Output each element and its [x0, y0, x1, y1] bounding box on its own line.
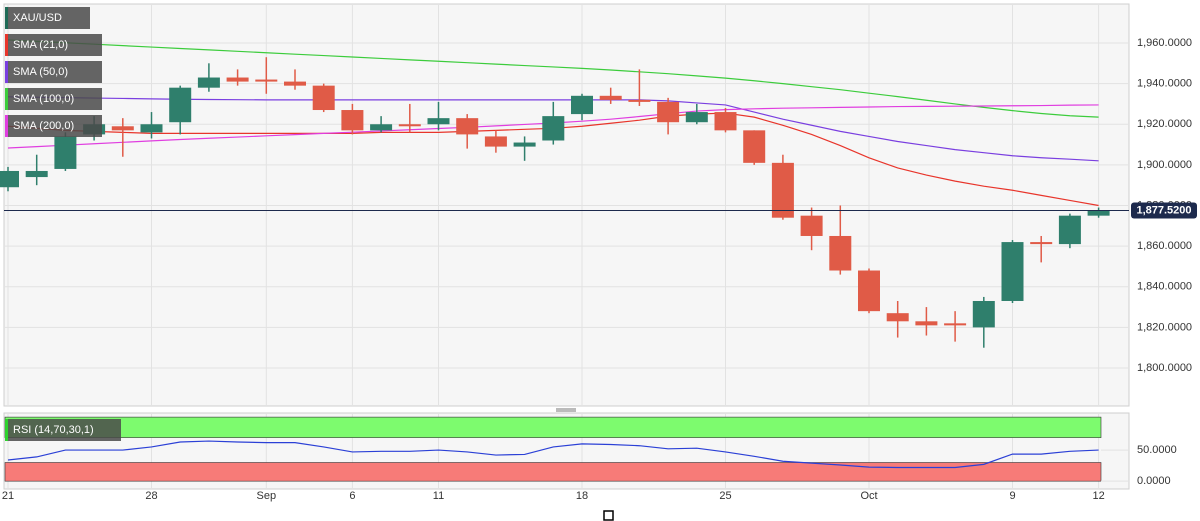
- candle-body: [456, 118, 479, 135]
- candle-body: [944, 323, 967, 326]
- candle-body: [599, 95, 622, 100]
- y-tick-label: 50.0000: [1137, 444, 1177, 456]
- candle-body: [1087, 210, 1110, 216]
- legend-box[interactable]: [5, 7, 90, 29]
- candle-body: [858, 270, 880, 312]
- x-tick-label: 9: [1009, 490, 1015, 502]
- candle-body: [571, 95, 593, 115]
- candle-body: [427, 118, 450, 125]
- series-line: [7, 39, 1099, 118]
- legend-label: SMA (21,0): [13, 39, 68, 51]
- rsi-band: [4, 416, 1102, 438]
- x-tick-label: 25: [719, 490, 731, 502]
- legend-swatch: [5, 419, 8, 441]
- legend-swatch: [5, 7, 8, 29]
- plot: [0, 39, 1129, 469]
- candle-body: [25, 170, 48, 178]
- grid: [4, 5, 1129, 488]
- candle-body: [513, 142, 536, 147]
- legend-box[interactable]: [5, 61, 102, 83]
- y-tick-label: 1,840.0000: [1137, 281, 1192, 293]
- candle-body: [972, 300, 995, 328]
- legend-swatch: [5, 34, 8, 56]
- candle-body: [771, 162, 794, 218]
- y-tick-label: 1,900.0000: [1137, 159, 1192, 171]
- rsi-band: [4, 462, 1102, 482]
- x-tick-label: 6: [349, 490, 355, 502]
- candle-body: [341, 110, 364, 131]
- candle-body: [398, 124, 421, 127]
- candle-body: [284, 81, 306, 86]
- legend-label: RSI (14,70,30,1): [13, 424, 94, 436]
- overlay: 21 28 Sep 6 11 18 25 Oct 9 12 1,800.0000 1,820.0000…: [2, 7, 1197, 502]
- candle-body: [829, 235, 852, 271]
- candle-body: [169, 87, 192, 123]
- candle-body: [714, 112, 737, 131]
- legend-box: [5, 419, 121, 441]
- legend-label: XAU/USD: [13, 12, 62, 24]
- candle-body: [800, 215, 823, 236]
- candle-body: [915, 321, 938, 326]
- candle-body: [657, 101, 680, 123]
- y-tick-label: 0.0000: [1137, 475, 1171, 487]
- legend-swatch: [5, 115, 8, 137]
- candle-body: [370, 124, 393, 131]
- legend-label: SMA (50,0): [13, 66, 68, 78]
- candle-body: [1001, 242, 1024, 301]
- candle-body: [0, 170, 19, 188]
- series-line: [7, 440, 1099, 469]
- candle-body: [628, 99, 651, 102]
- last-price-box: [1131, 202, 1197, 219]
- x-tick-label: Sep: [257, 490, 277, 502]
- y-tick-label: 1,940.0000: [1137, 78, 1192, 90]
- legend-box[interactable]: [5, 88, 102, 110]
- y-tick-label: 1,960.0000: [1137, 37, 1192, 49]
- legend-box[interactable]: [5, 34, 102, 56]
- legend-box[interactable]: [5, 115, 102, 137]
- candle-body: [1030, 242, 1053, 245]
- y-tick-label: 1,820.0000: [1137, 321, 1192, 333]
- y-tick-label: 1,920.0000: [1137, 118, 1192, 130]
- x-tick-label: 11: [433, 490, 444, 502]
- price-panel: [3, 3, 1130, 407]
- candle-body: [140, 124, 163, 133]
- x-tick-label: 21: [2, 490, 14, 502]
- candle-body: [685, 112, 708, 123]
- candle-body: [197, 77, 220, 88]
- y-tick-label: 1,800.0000: [1137, 362, 1192, 374]
- candle-body: [226, 77, 249, 82]
- candle-body: [484, 136, 507, 147]
- candle-body: [312, 85, 335, 111]
- x-tick-label: Oct: [860, 490, 877, 502]
- legend-swatch: [5, 61, 8, 83]
- candle-body: [54, 136, 77, 169]
- x-tick-label: 18: [576, 490, 588, 502]
- x-tick-label: 12: [1092, 490, 1104, 502]
- legend-label: SMA (200,0): [13, 120, 74, 132]
- legend-swatch: [5, 88, 8, 110]
- scroll-handle[interactable]: [603, 510, 614, 521]
- candle-body: [886, 313, 909, 322]
- last-price-label: 1,877.5200: [1136, 204, 1191, 216]
- candle-body: [111, 126, 134, 131]
- candle-body: [255, 79, 278, 82]
- panel-resize-handle[interactable]: [556, 408, 576, 412]
- candle-body: [542, 116, 565, 141]
- x-tick-label: 28: [145, 490, 157, 502]
- legend-label: SMA (100,0): [13, 93, 74, 105]
- candle-body: [1058, 215, 1081, 245]
- y-tick-label: 1,860.0000: [1137, 240, 1192, 252]
- candle-body: [743, 130, 766, 163]
